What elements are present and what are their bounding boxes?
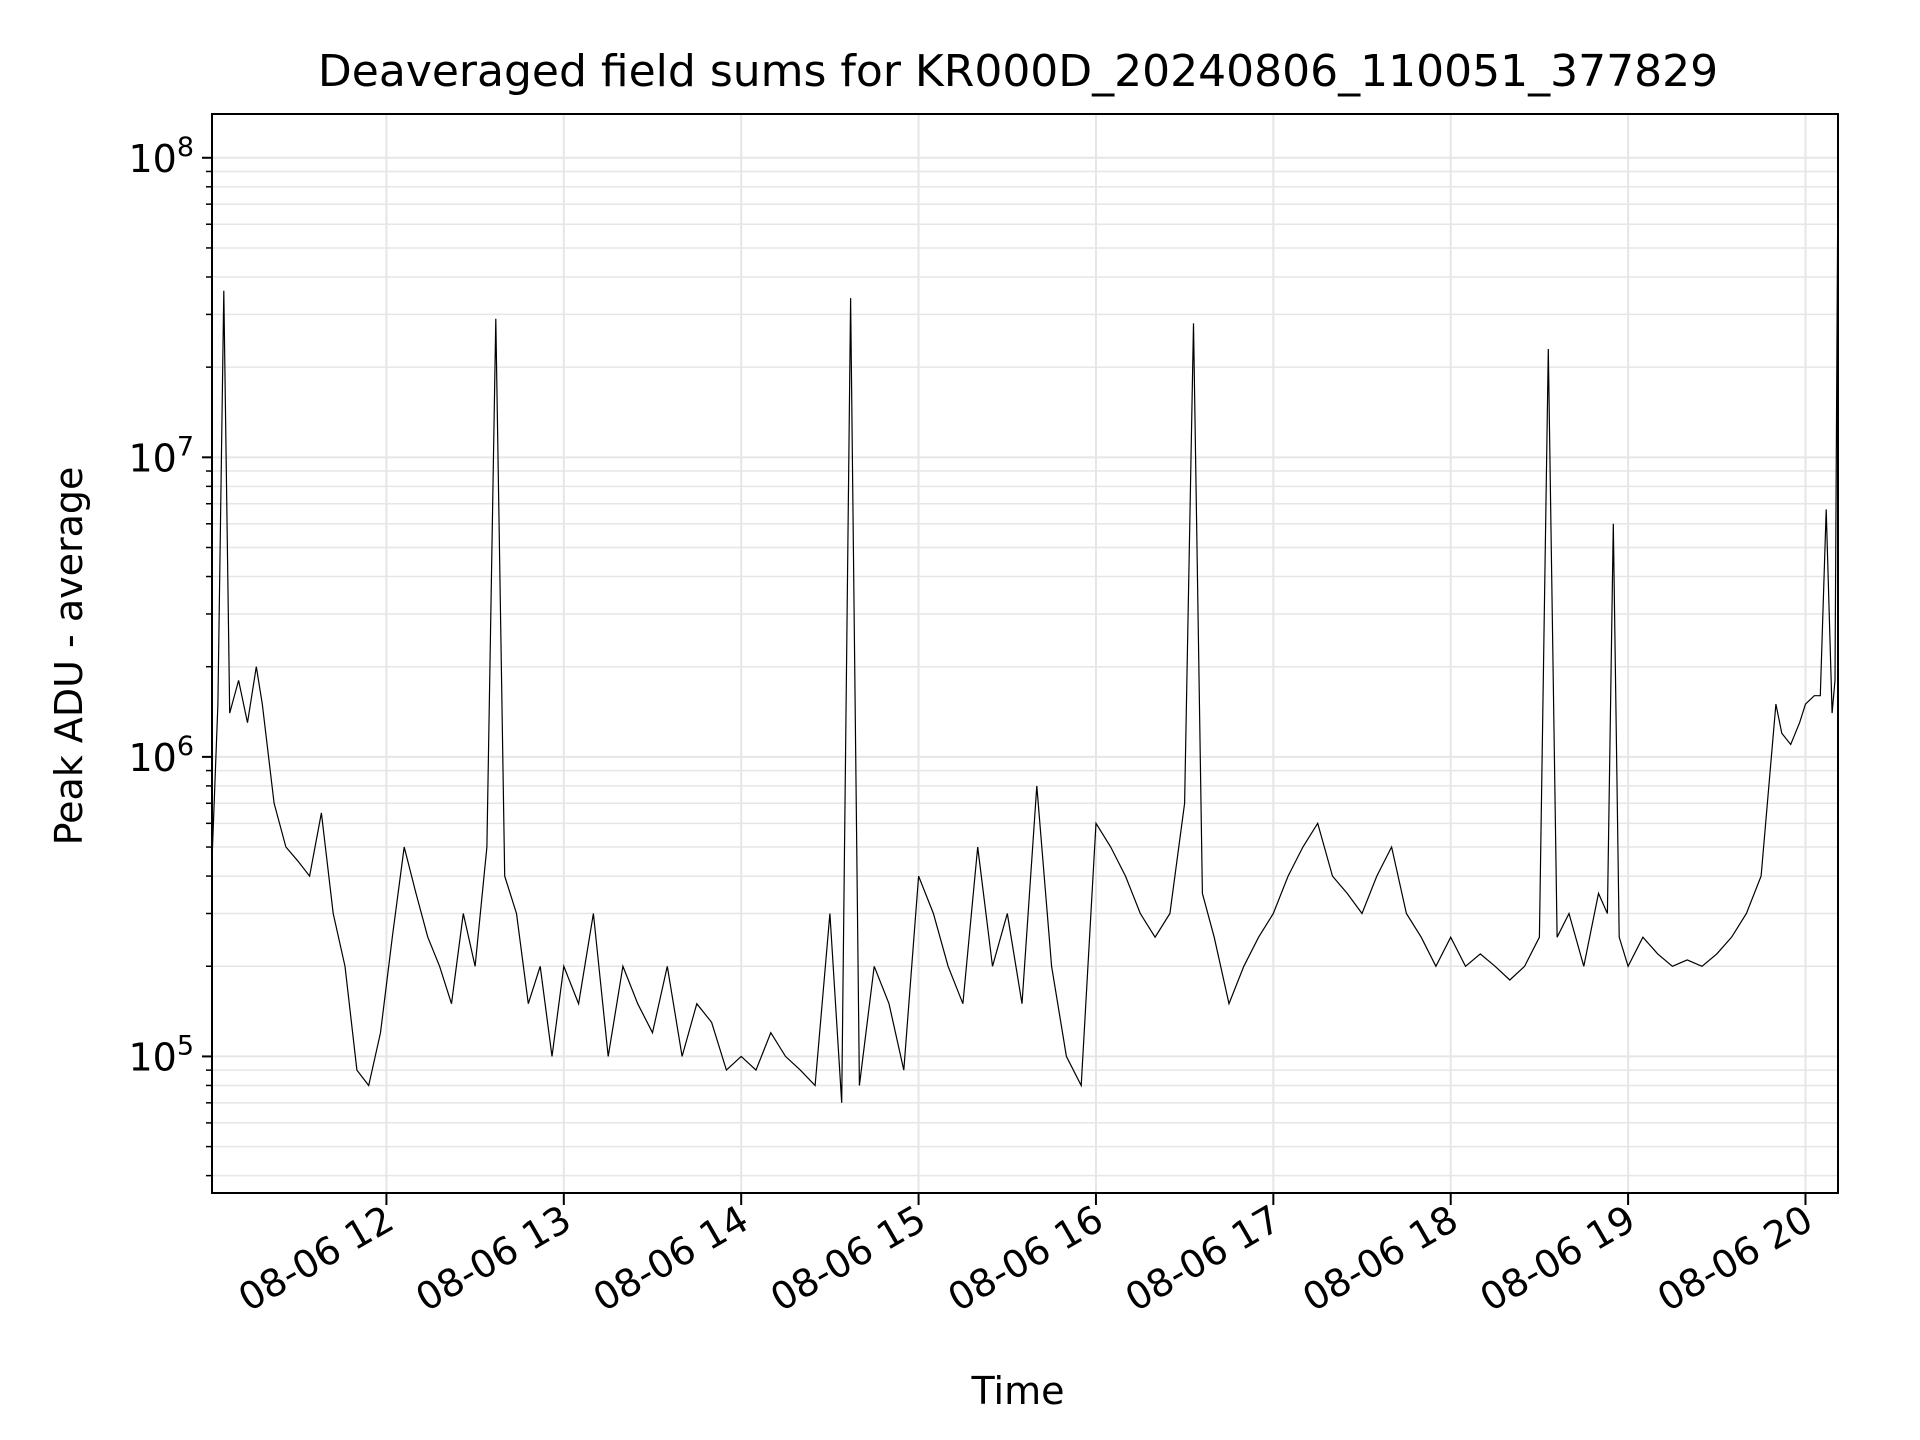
y-tick-label: 106 [128,731,194,780]
x-tick-label: 08-06 15 [763,1197,933,1321]
grid-layer [212,114,1838,1193]
x-axis: 08-06 12 08-06 13 08-06 14 08-06 15 08-06 16… [231,1193,1820,1320]
y-tick-base: 10 [128,1035,176,1079]
y-tick-exponent: 7 [177,431,194,462]
y-tick-base: 10 [128,137,176,181]
x-tick-label: 08-06 14 [586,1197,756,1321]
y-tick-label: 108 [128,132,194,181]
y-tick-exponent: 5 [177,1030,194,1061]
series-line [211,164,1839,1103]
x-tick-label: 08-06 20 [1650,1197,1820,1321]
x-tick-label: 08-06 19 [1473,1197,1643,1321]
x-tick-label: 08-06 17 [1118,1197,1288,1321]
y-axis-label: Peak ADU - average [47,467,91,846]
chart-title: Deaveraged field sums for KR000D_2024080… [318,46,1718,97]
x-tick-label: 08-06 16 [940,1197,1110,1321]
x-axis-label: Time [971,1369,1065,1413]
y-tick-exponent: 6 [177,731,194,762]
y-tick-base: 10 [128,736,176,780]
y-tick-label: 105 [128,1030,194,1079]
y-tick-exponent: 8 [177,132,194,163]
y-tick-label: 107 [128,431,194,480]
y-tick-base: 10 [128,436,176,480]
x-tick-label: 08-06 13 [408,1197,578,1321]
x-tick-label: 08-06 12 [231,1197,401,1321]
x-tick-label: 08-06 18 [1295,1197,1465,1321]
plot-frame [211,113,1839,1194]
